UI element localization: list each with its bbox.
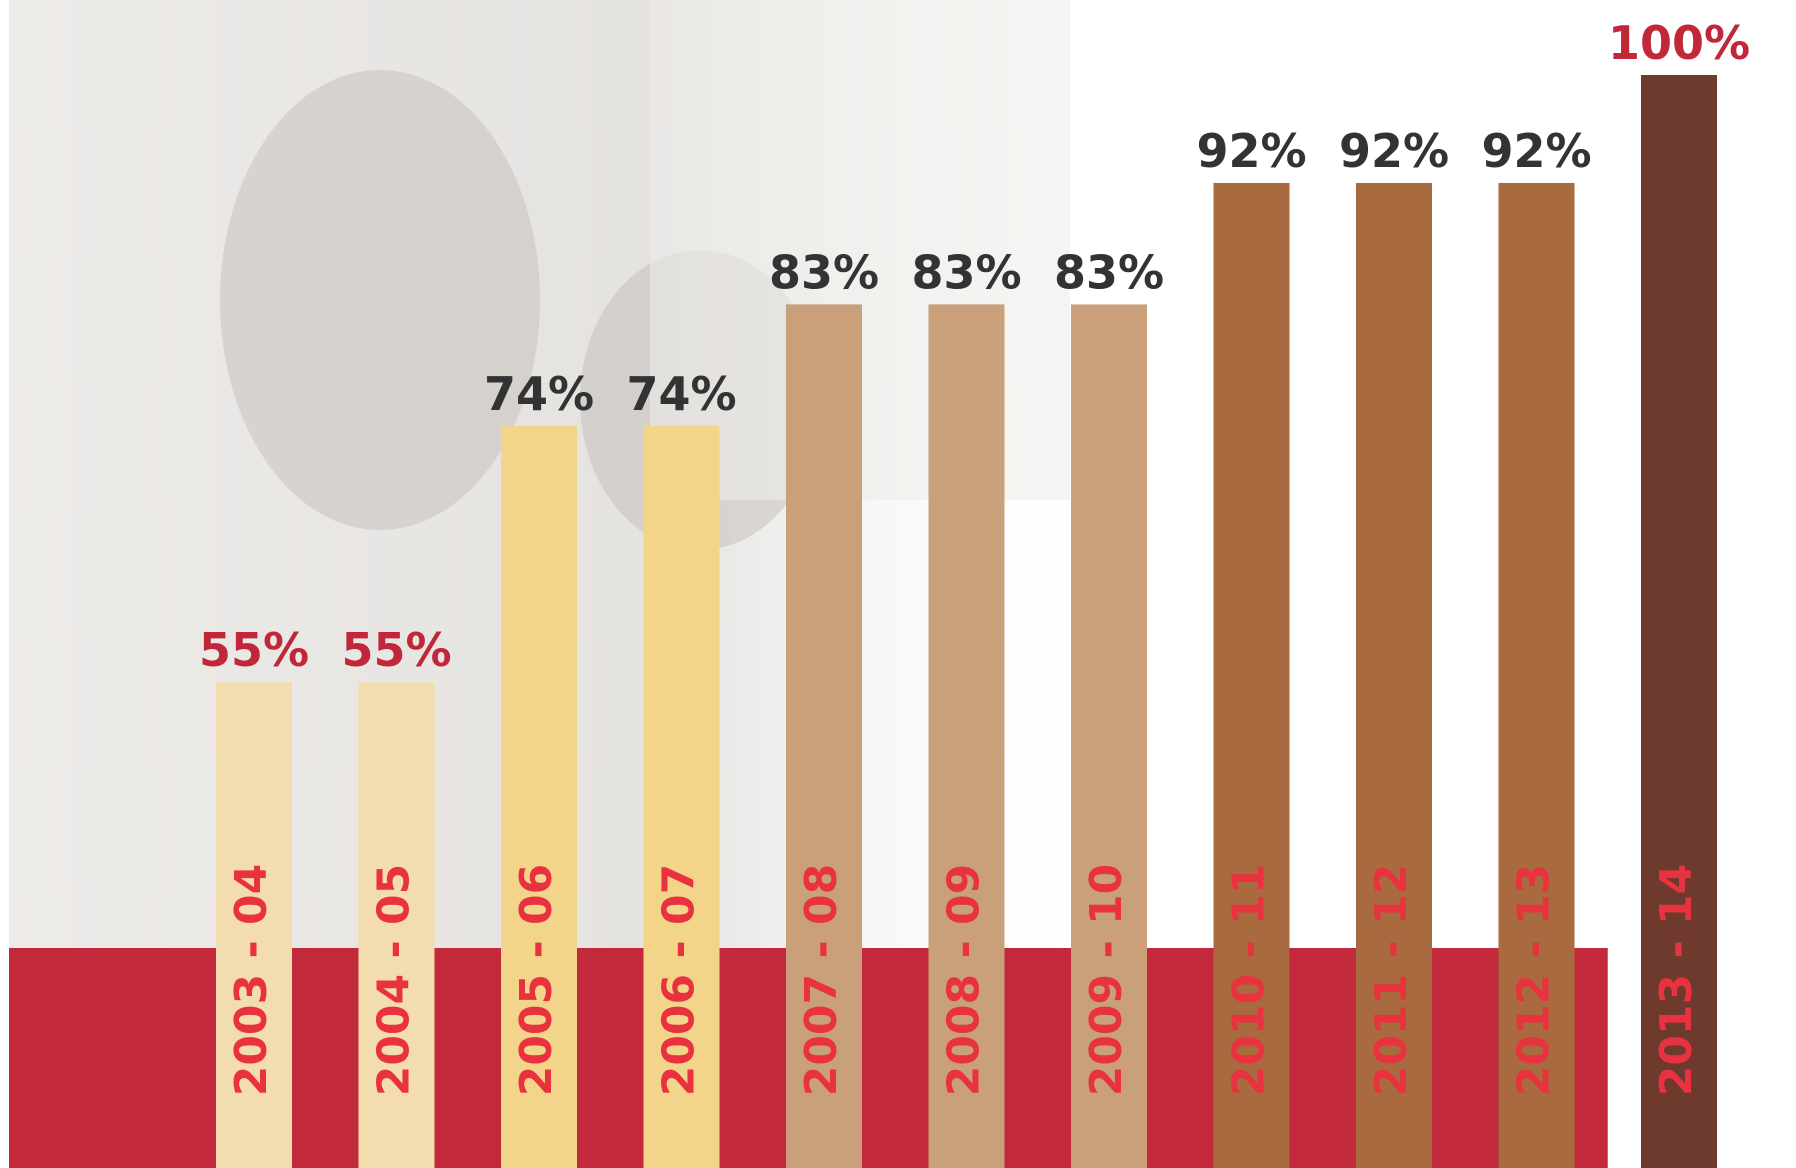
bar	[216, 682, 292, 1168]
bar	[1498, 182, 1575, 1168]
category-label: 2004 - 05	[369, 864, 420, 1097]
value-label: 92%	[1481, 124, 1591, 178]
value-label: 74%	[484, 367, 594, 421]
bar	[1213, 182, 1290, 1168]
bar	[358, 682, 435, 1168]
bar	[786, 304, 862, 1168]
category-label: 2007 - 08	[796, 864, 847, 1097]
background-figure	[220, 70, 540, 530]
category-label: 2006 - 07	[654, 864, 705, 1097]
value-label: 83%	[1054, 245, 1164, 299]
value-label: 92%	[1196, 124, 1306, 178]
bar	[643, 425, 720, 1168]
bar	[1356, 182, 1432, 1168]
value-label: 83%	[911, 245, 1021, 299]
value-label: 55%	[199, 623, 309, 677]
category-label: 2010 - 11	[1224, 864, 1275, 1097]
category-label: 2008 - 09	[939, 864, 990, 1097]
bar	[1071, 304, 1147, 1168]
value-label: 74%	[626, 367, 736, 421]
category-label: 2009 - 10	[1081, 864, 1132, 1097]
bar	[501, 425, 577, 1168]
value-label: 92%	[1339, 124, 1449, 178]
category-label: 2012 - 13	[1509, 864, 1560, 1097]
bar	[928, 304, 1005, 1168]
bar	[1641, 75, 1717, 1168]
value-label: 55%	[341, 623, 451, 677]
category-label: 2011 - 12	[1366, 864, 1417, 1097]
category-label: 2013 - 14	[1651, 864, 1702, 1097]
category-label: 2005 - 06	[511, 864, 562, 1097]
value-label: 100%	[1608, 16, 1750, 70]
value-label: 83%	[769, 245, 879, 299]
category-label: 2003 - 04	[226, 864, 277, 1097]
